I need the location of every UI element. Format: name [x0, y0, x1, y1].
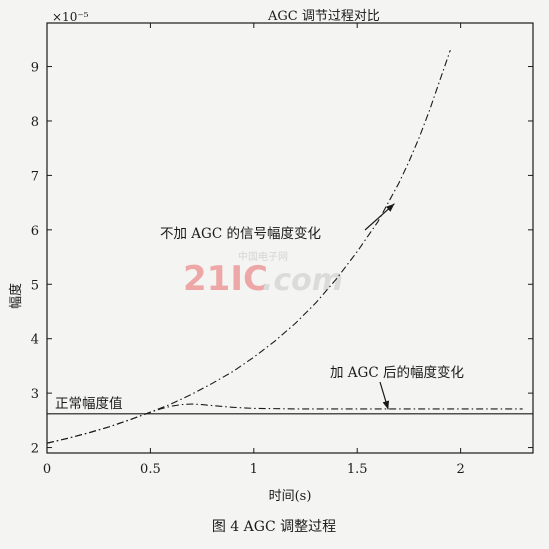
- plot-frame: [46, 22, 534, 454]
- x-tick-label: 1.5: [347, 462, 368, 477]
- annotation-no-agc: 不加 AGC 的信号幅度变化: [160, 226, 321, 242]
- y-tick-label: 6: [31, 224, 39, 239]
- annotation-arrowhead: [385, 203, 395, 212]
- watermark-site-name: 中国电子网: [238, 250, 288, 263]
- x-tick-label: 1: [250, 462, 258, 477]
- x-axis-label: 时间(s): [269, 489, 312, 504]
- watermark-logo: 中国电子网 21IC .com: [183, 250, 343, 299]
- x-tick-label: 2: [456, 462, 464, 477]
- x-tick-labels: 0 0.5 1 1.5 2: [43, 462, 465, 477]
- x-tick-label: 0: [43, 462, 51, 477]
- y-tick-label: 8: [31, 115, 39, 130]
- watermark-brand: 21IC: [183, 259, 268, 299]
- annotation-arrows: [364, 203, 395, 410]
- y-tick-label: 3: [31, 387, 39, 402]
- annotation-arrowhead: [382, 400, 390, 410]
- y-tick-label: 2: [31, 442, 39, 457]
- y-tick-label: 4: [31, 333, 39, 348]
- annotation-with-agc: 加 AGC 后的幅度变化: [330, 365, 464, 381]
- series-with-agc-line: [46, 403, 523, 444]
- annotation-normal-level: 正常幅度值: [55, 396, 123, 412]
- series-lines: [46, 50, 533, 444]
- y-tick-label: 9: [31, 61, 39, 76]
- axis-ticks: [46, 23, 533, 453]
- y-axis-label: 幅度: [8, 283, 24, 309]
- y-tick-label: 5: [31, 278, 39, 293]
- figure-caption: 图 4 AGC 调整过程: [212, 519, 336, 535]
- y-tick-labels: 2 3 4 5 6 7 8 9: [31, 61, 39, 457]
- x-tick-label: 0.5: [140, 462, 161, 477]
- chart-title: AGC 调节过程对比: [267, 9, 380, 24]
- y-tick-label: 7: [31, 169, 39, 184]
- series-no-agc-line: [46, 50, 451, 444]
- watermark-domain: .com: [262, 263, 343, 298]
- y-multiplier: ×10⁻⁵: [52, 10, 89, 24]
